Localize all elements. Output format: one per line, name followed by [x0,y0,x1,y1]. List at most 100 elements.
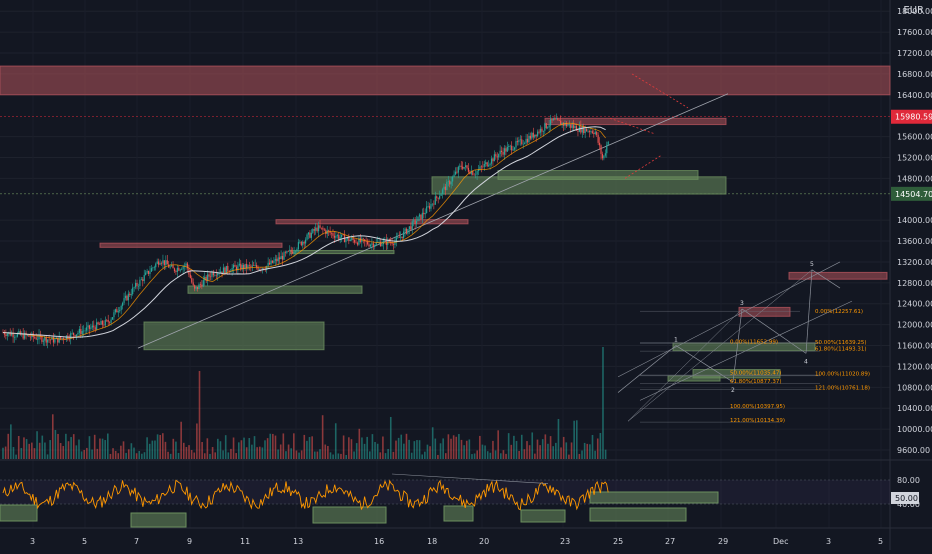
candle-body [378,241,380,243]
candle-body [22,333,24,339]
candle-body [64,339,66,341]
candle-body [87,325,89,328]
zone-demand [187,285,363,294]
volume-bar [72,434,75,459]
candle-body [264,269,266,271]
volume-bar [371,434,374,459]
volume-bar [93,434,96,459]
candle-body [570,124,572,128]
volume-bar [7,433,10,459]
candle-body [320,227,323,229]
volume-bar [96,448,99,459]
volume-bar [154,440,156,459]
candle-body [377,241,379,243]
volume-bar [99,438,101,459]
volume-bar [104,440,106,459]
volume-bar [290,448,292,459]
volume-bar [389,416,392,459]
volume-bar [303,434,306,459]
volume-bar [526,441,528,459]
candle-body [404,228,406,232]
volume-bar [62,446,65,459]
candle-body [508,146,510,147]
candle-body [537,131,539,137]
price-tick-label: 15600.00 [897,133,932,142]
volume-bar [264,440,266,459]
candle-body [110,319,112,323]
candle-body [521,139,523,145]
candle-body [127,293,129,301]
candle-body [352,238,354,241]
volume-bar [206,438,209,459]
candle-body [179,269,181,271]
volume-bar [230,448,232,459]
price-tick-label: 16800.00 [897,70,932,79]
candle-body [103,324,105,326]
volume-bar [505,453,507,459]
x-tick-label: 23 [560,537,570,546]
price-tick-label: 11200.00 [897,362,932,371]
candle-body [74,334,76,337]
candle-body [464,165,467,168]
candle-body [518,140,520,143]
candle-body [114,309,116,313]
volume-bar [581,450,583,459]
volume-bar [20,447,23,459]
candle-body [590,131,592,133]
pattern-point-label: 5 [810,261,814,268]
candle-body [302,241,304,246]
candle-body [133,287,135,288]
candle-body [155,263,157,268]
volume-bar [313,451,316,459]
candle-body [166,260,168,265]
volume-bar [565,442,568,459]
rsi-tick-label: 80.00 [897,476,920,485]
candle-body [482,166,484,168]
candle-body [15,336,17,338]
candle-body [499,150,501,155]
zone-demand [692,369,781,379]
candle-body [175,271,177,272]
volume-bar [573,420,575,459]
candle-body [191,277,193,283]
candle-body [18,331,20,334]
candle-body [182,266,184,270]
volume-bar [591,434,594,459]
volume-bar [261,447,264,459]
fib-label: 100.00%(11020.89) [815,372,870,378]
candle-body [333,235,336,238]
candle-body [71,332,73,334]
fib-label: 50.00%(11639.25) [815,340,867,346]
candle-body [3,332,6,335]
candle-body [480,166,483,168]
volume-bar [46,454,49,459]
volume-bar [492,440,494,459]
volume-bar [279,444,282,459]
volume-bar [282,433,285,459]
volume-bar [416,440,418,459]
rsi-divergence-line [391,473,549,484]
volume-bar [397,437,400,459]
candle-body [109,322,111,323]
candle-body [574,126,576,129]
candle-body [134,282,137,288]
volume-bar [549,436,552,459]
volume-bar [434,438,437,459]
candle-body [443,186,445,190]
candle-body [235,266,238,271]
candle-body [573,125,575,129]
candle-body [29,336,31,338]
volume-bar [114,450,117,459]
candle-body [466,165,468,168]
candle-body [408,226,410,230]
candle-body [519,139,521,141]
volume-bar [384,453,387,459]
volume-bar [596,438,599,459]
volume-bar [424,451,426,459]
zone-supply [788,271,888,280]
candle-body [362,238,364,240]
volume-bar [374,441,376,459]
volume-bar [169,453,172,459]
